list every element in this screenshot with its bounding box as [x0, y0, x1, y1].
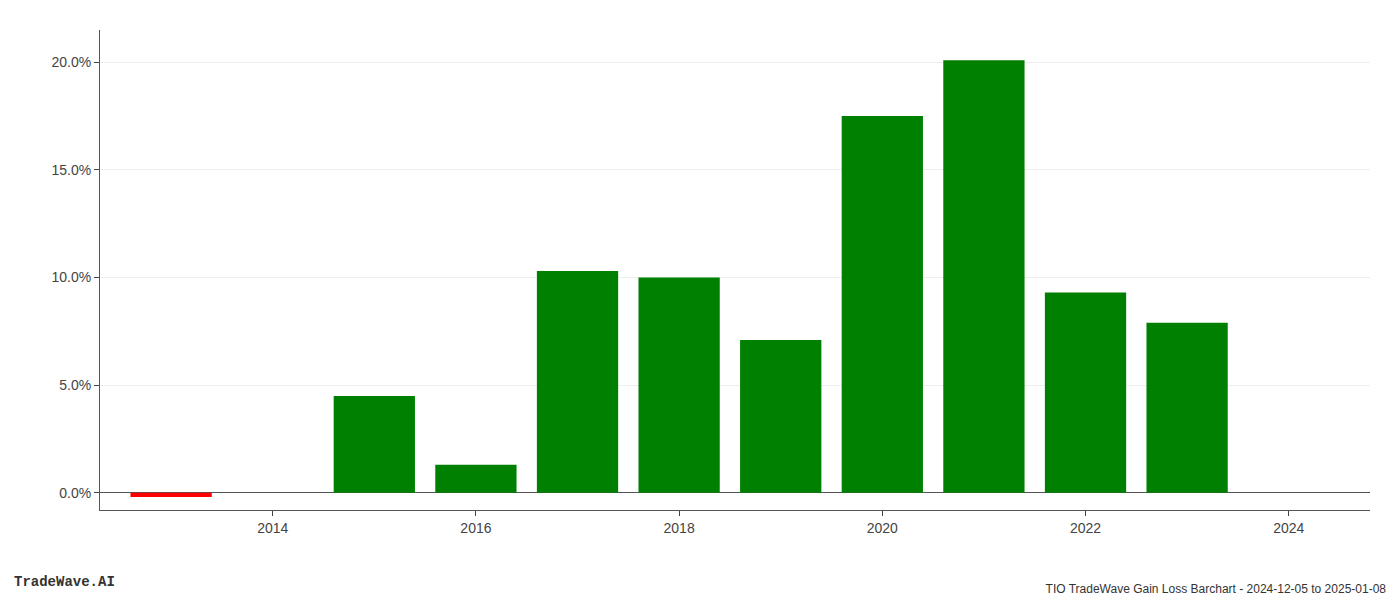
svg-text:2016: 2016: [460, 520, 491, 536]
svg-text:0.0%: 0.0%: [59, 485, 91, 501]
svg-text:2014: 2014: [257, 520, 288, 536]
svg-text:TradeWave.AI: TradeWave.AI: [14, 574, 115, 590]
svg-text:5.0%: 5.0%: [59, 377, 91, 393]
svg-text:2024: 2024: [1273, 520, 1304, 536]
svg-text:2020: 2020: [867, 520, 898, 536]
svg-text:2022: 2022: [1070, 520, 1101, 536]
svg-text:2018: 2018: [664, 520, 695, 536]
svg-text:TIO TradeWave Gain Loss Barcha: TIO TradeWave Gain Loss Barchart - 2024-…: [1046, 582, 1387, 596]
svg-text:15.0%: 15.0%: [51, 162, 91, 178]
svg-text:20.0%: 20.0%: [51, 54, 91, 70]
svg-text:10.0%: 10.0%: [51, 269, 91, 285]
